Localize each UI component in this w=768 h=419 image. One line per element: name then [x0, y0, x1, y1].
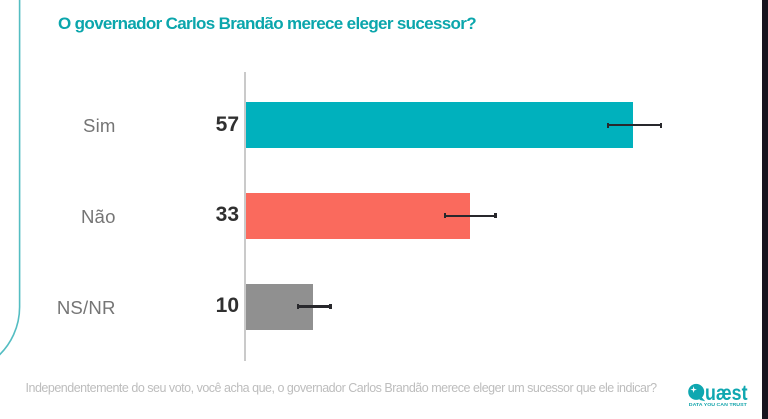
svg-text:DATA YOU CAN TRUST: DATA YOU CAN TRUST	[689, 402, 748, 407]
svg-text:uæst: uæst	[705, 382, 748, 405]
